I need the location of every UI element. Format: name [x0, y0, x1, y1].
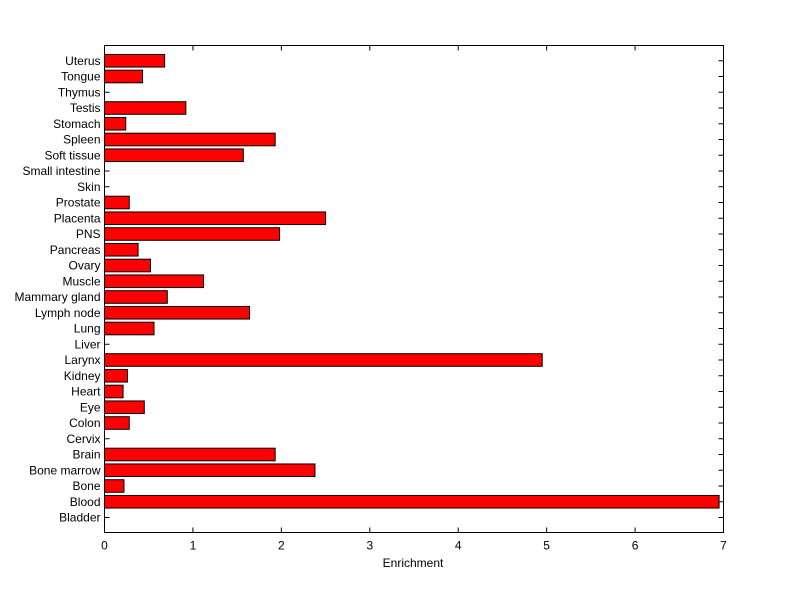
bar	[104, 384, 124, 399]
bar	[104, 242, 139, 257]
y-tick-label: Muscle	[62, 274, 100, 288]
x-tick-label: 0	[101, 539, 108, 553]
bar	[104, 400, 145, 415]
bar	[104, 463, 316, 478]
y-tick-label: Spleen	[63, 133, 100, 147]
y-tick-label: Liver	[74, 337, 100, 351]
y-tick-label: Kidney	[64, 369, 101, 383]
x-tick-label: 6	[632, 539, 639, 553]
y-tick-label: Cervix	[66, 432, 100, 446]
y-tick-label: Prostate	[56, 196, 101, 210]
bar	[104, 353, 543, 367]
y-tick-label: Blood	[70, 495, 101, 509]
y-tick-label: Skin	[77, 180, 100, 194]
x-tick-label: 5	[543, 539, 550, 553]
bar	[104, 101, 187, 115]
y-tick-label: Bone marrow	[29, 463, 101, 477]
y-tick-label: Larynx	[64, 353, 100, 367]
bar	[104, 227, 281, 241]
bar	[104, 211, 327, 226]
y-tick-label: Thymus	[58, 85, 101, 99]
y-tick-label: Soft tissue	[44, 148, 100, 162]
x-axis-label: Enrichment	[383, 556, 444, 570]
bars	[104, 53, 720, 509]
y-tick-label: Eye	[80, 400, 101, 414]
y-tick-label: Bone	[72, 479, 100, 493]
bar	[104, 258, 151, 273]
y-tick-label: Testis	[70, 101, 101, 115]
x-tick-labels: 0 1 2 3 4 5 6 7	[101, 539, 727, 553]
bar	[104, 290, 168, 304]
y-tick-label: Small intestine	[22, 164, 100, 178]
y-tick-label: Stomach	[53, 117, 100, 131]
y-tick-label: Heart	[71, 385, 101, 399]
bar	[104, 132, 276, 147]
bar	[104, 195, 130, 210]
bar	[104, 321, 155, 336]
x-tick-label: 2	[278, 539, 285, 553]
bar	[104, 447, 276, 462]
y-tick-label: Uterus	[65, 54, 100, 68]
y-tick-label: Lymph node	[35, 306, 101, 320]
bar	[104, 494, 720, 509]
bar	[104, 148, 244, 163]
y-tick-label: Placenta	[54, 211, 101, 225]
y-tick-label: Pancreas	[50, 243, 101, 257]
bar	[104, 116, 127, 131]
y-tick-label: Ovary	[68, 259, 100, 273]
x-tick-label: 4	[455, 539, 462, 553]
bar	[104, 69, 144, 84]
x-tick-label: 1	[190, 539, 197, 553]
y-tick-label: Mammary gland	[14, 290, 100, 304]
bar	[104, 416, 130, 430]
x-tick-label: 7	[720, 539, 727, 553]
y-tick-label: PNS	[76, 227, 101, 241]
bar	[104, 305, 251, 320]
bar	[104, 479, 125, 493]
bar	[104, 368, 128, 383]
y-tick-label: Lung	[74, 322, 101, 336]
y-tick-label: Colon	[69, 416, 100, 430]
x-tick-label: 3	[366, 539, 373, 553]
y-tick-label: Bladder	[59, 511, 100, 525]
y-tick-label: Tongue	[61, 70, 101, 84]
bar	[104, 274, 205, 289]
y-tick-label: Brain	[72, 448, 100, 462]
bar	[104, 53, 166, 68]
